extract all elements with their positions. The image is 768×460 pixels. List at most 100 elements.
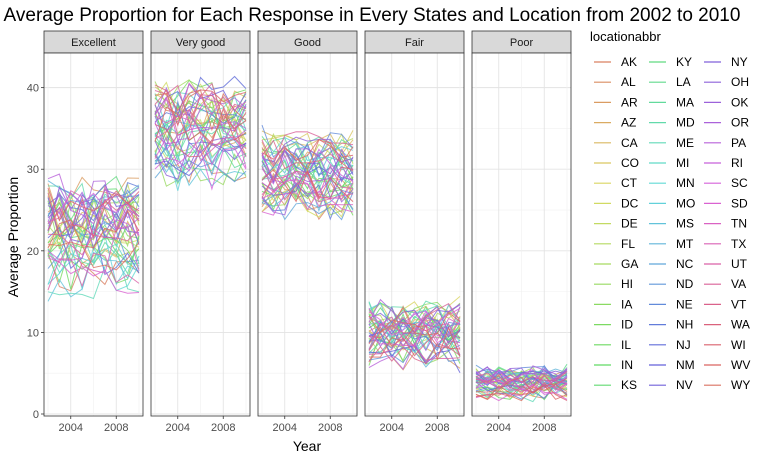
series-lines [261, 124, 354, 221]
series-line-sd [261, 190, 354, 216]
panel-border [364, 52, 465, 417]
legend-item-wy: WY [704, 378, 750, 392]
legend-item-ga: GA [594, 257, 638, 271]
x-tick-label: 2004 [59, 422, 83, 434]
series-line-or [47, 180, 140, 230]
series-line-fl [47, 200, 140, 245]
series-line-va [475, 371, 568, 383]
legend-item-mn: MN [649, 176, 695, 190]
legend-item-mt: MT [649, 237, 694, 251]
x-tick-label: 2004 [273, 422, 297, 434]
series-line-wv [368, 325, 461, 361]
series-line-or [475, 365, 568, 385]
legend-label: TN [731, 217, 747, 231]
series-line-ri [261, 148, 354, 182]
series-line-ny [368, 304, 461, 328]
series-line-mo [261, 136, 354, 167]
panel-border [257, 52, 358, 417]
legend-item-ks: KS [594, 378, 637, 392]
legend-item-ne: NE [649, 297, 693, 311]
legend-label: KS [621, 378, 637, 392]
series-line-nm [47, 193, 140, 245]
legend-label: ND [676, 277, 694, 291]
legend-label: NH [676, 318, 693, 332]
legend-item-ak: AK [594, 55, 637, 69]
legend-label: AL [621, 75, 636, 89]
series-line-vt [261, 139, 354, 172]
legend-item-la: LA [649, 75, 691, 89]
legend-label: WV [731, 358, 750, 372]
legend-label: MA [676, 95, 694, 109]
series-line-nh [261, 182, 354, 221]
legend-label: NC [676, 257, 694, 271]
series-line-va [154, 82, 247, 125]
series-line-hi [154, 150, 247, 187]
series-line-tn [47, 226, 140, 274]
legend-label: UT [731, 257, 748, 271]
legend-label: PA [731, 136, 746, 150]
legend-item-vt: VT [704, 297, 747, 311]
legend-label: NV [676, 378, 693, 392]
series-line-sc [154, 147, 247, 191]
legend-label: DC [621, 196, 639, 210]
series-line-ma [47, 236, 140, 275]
legend-item-nh: NH [649, 318, 693, 332]
series-lines [47, 173, 140, 302]
series-line-hi [261, 183, 354, 216]
legend-label: SC [731, 176, 748, 190]
legend-item-mo: MO [649, 196, 695, 210]
series-line-wa [154, 114, 247, 158]
series-line-wv [261, 169, 354, 203]
series-line-oh [47, 201, 140, 251]
legend-item-nm: NM [649, 358, 695, 372]
y-tick-label: 30 [27, 164, 39, 176]
series-line-wy [475, 384, 568, 402]
x-tick-label: 2008 [425, 422, 449, 434]
series-line-nh [368, 321, 461, 350]
series-line-in [47, 233, 140, 270]
legend-item-nj: NJ [649, 338, 691, 352]
legend-item-ma: MA [649, 95, 694, 109]
legend-label: MI [676, 156, 689, 170]
legend-item-ok: OK [704, 95, 748, 109]
legend-label: OH [731, 75, 749, 89]
legend-title: locationabbr [590, 29, 661, 44]
panel-border [471, 52, 572, 417]
series-line-ne [47, 187, 140, 232]
legend-item-ms: MS [649, 217, 694, 231]
series-line-vt [475, 374, 568, 394]
legend-item-me: ME [649, 136, 694, 150]
legend-item-or: OR [704, 116, 749, 130]
legend-label: HI [621, 277, 633, 291]
series-line-ut [47, 252, 140, 291]
series-lines [475, 363, 568, 403]
series-line-de [154, 119, 247, 160]
series-line-ut [154, 108, 247, 149]
legend-label: GA [621, 257, 638, 271]
series-line-tx [475, 372, 568, 390]
legend-label: WA [731, 318, 750, 332]
chart-title: Average Proportion for Each Response in … [4, 5, 741, 26]
series-line-sd [47, 257, 140, 294]
legend-label: WY [731, 378, 750, 392]
legend-label: RI [731, 156, 743, 170]
x-tick-label: 2004 [166, 422, 190, 434]
legend-label: DE [621, 217, 638, 231]
legend-item-nc: NC [649, 257, 694, 271]
series-line-wv [475, 384, 568, 400]
series-lines [154, 75, 247, 191]
series-line-wy [47, 241, 140, 271]
series-line-ny [154, 138, 247, 169]
series-line-pa [47, 173, 140, 225]
legend-label: IA [621, 297, 632, 311]
x-tick-label: 2008 [104, 422, 128, 434]
legend-label: FL [621, 237, 635, 251]
series-line-ok [47, 185, 140, 231]
legend-item-nd: ND [649, 277, 694, 291]
legend-label: SD [731, 196, 748, 210]
legend-item-hi: HI [594, 277, 633, 291]
series-lines [368, 296, 461, 374]
y-axis: 0 10 20 30 40 [27, 83, 44, 421]
legend-item-tx: TX [704, 237, 746, 251]
